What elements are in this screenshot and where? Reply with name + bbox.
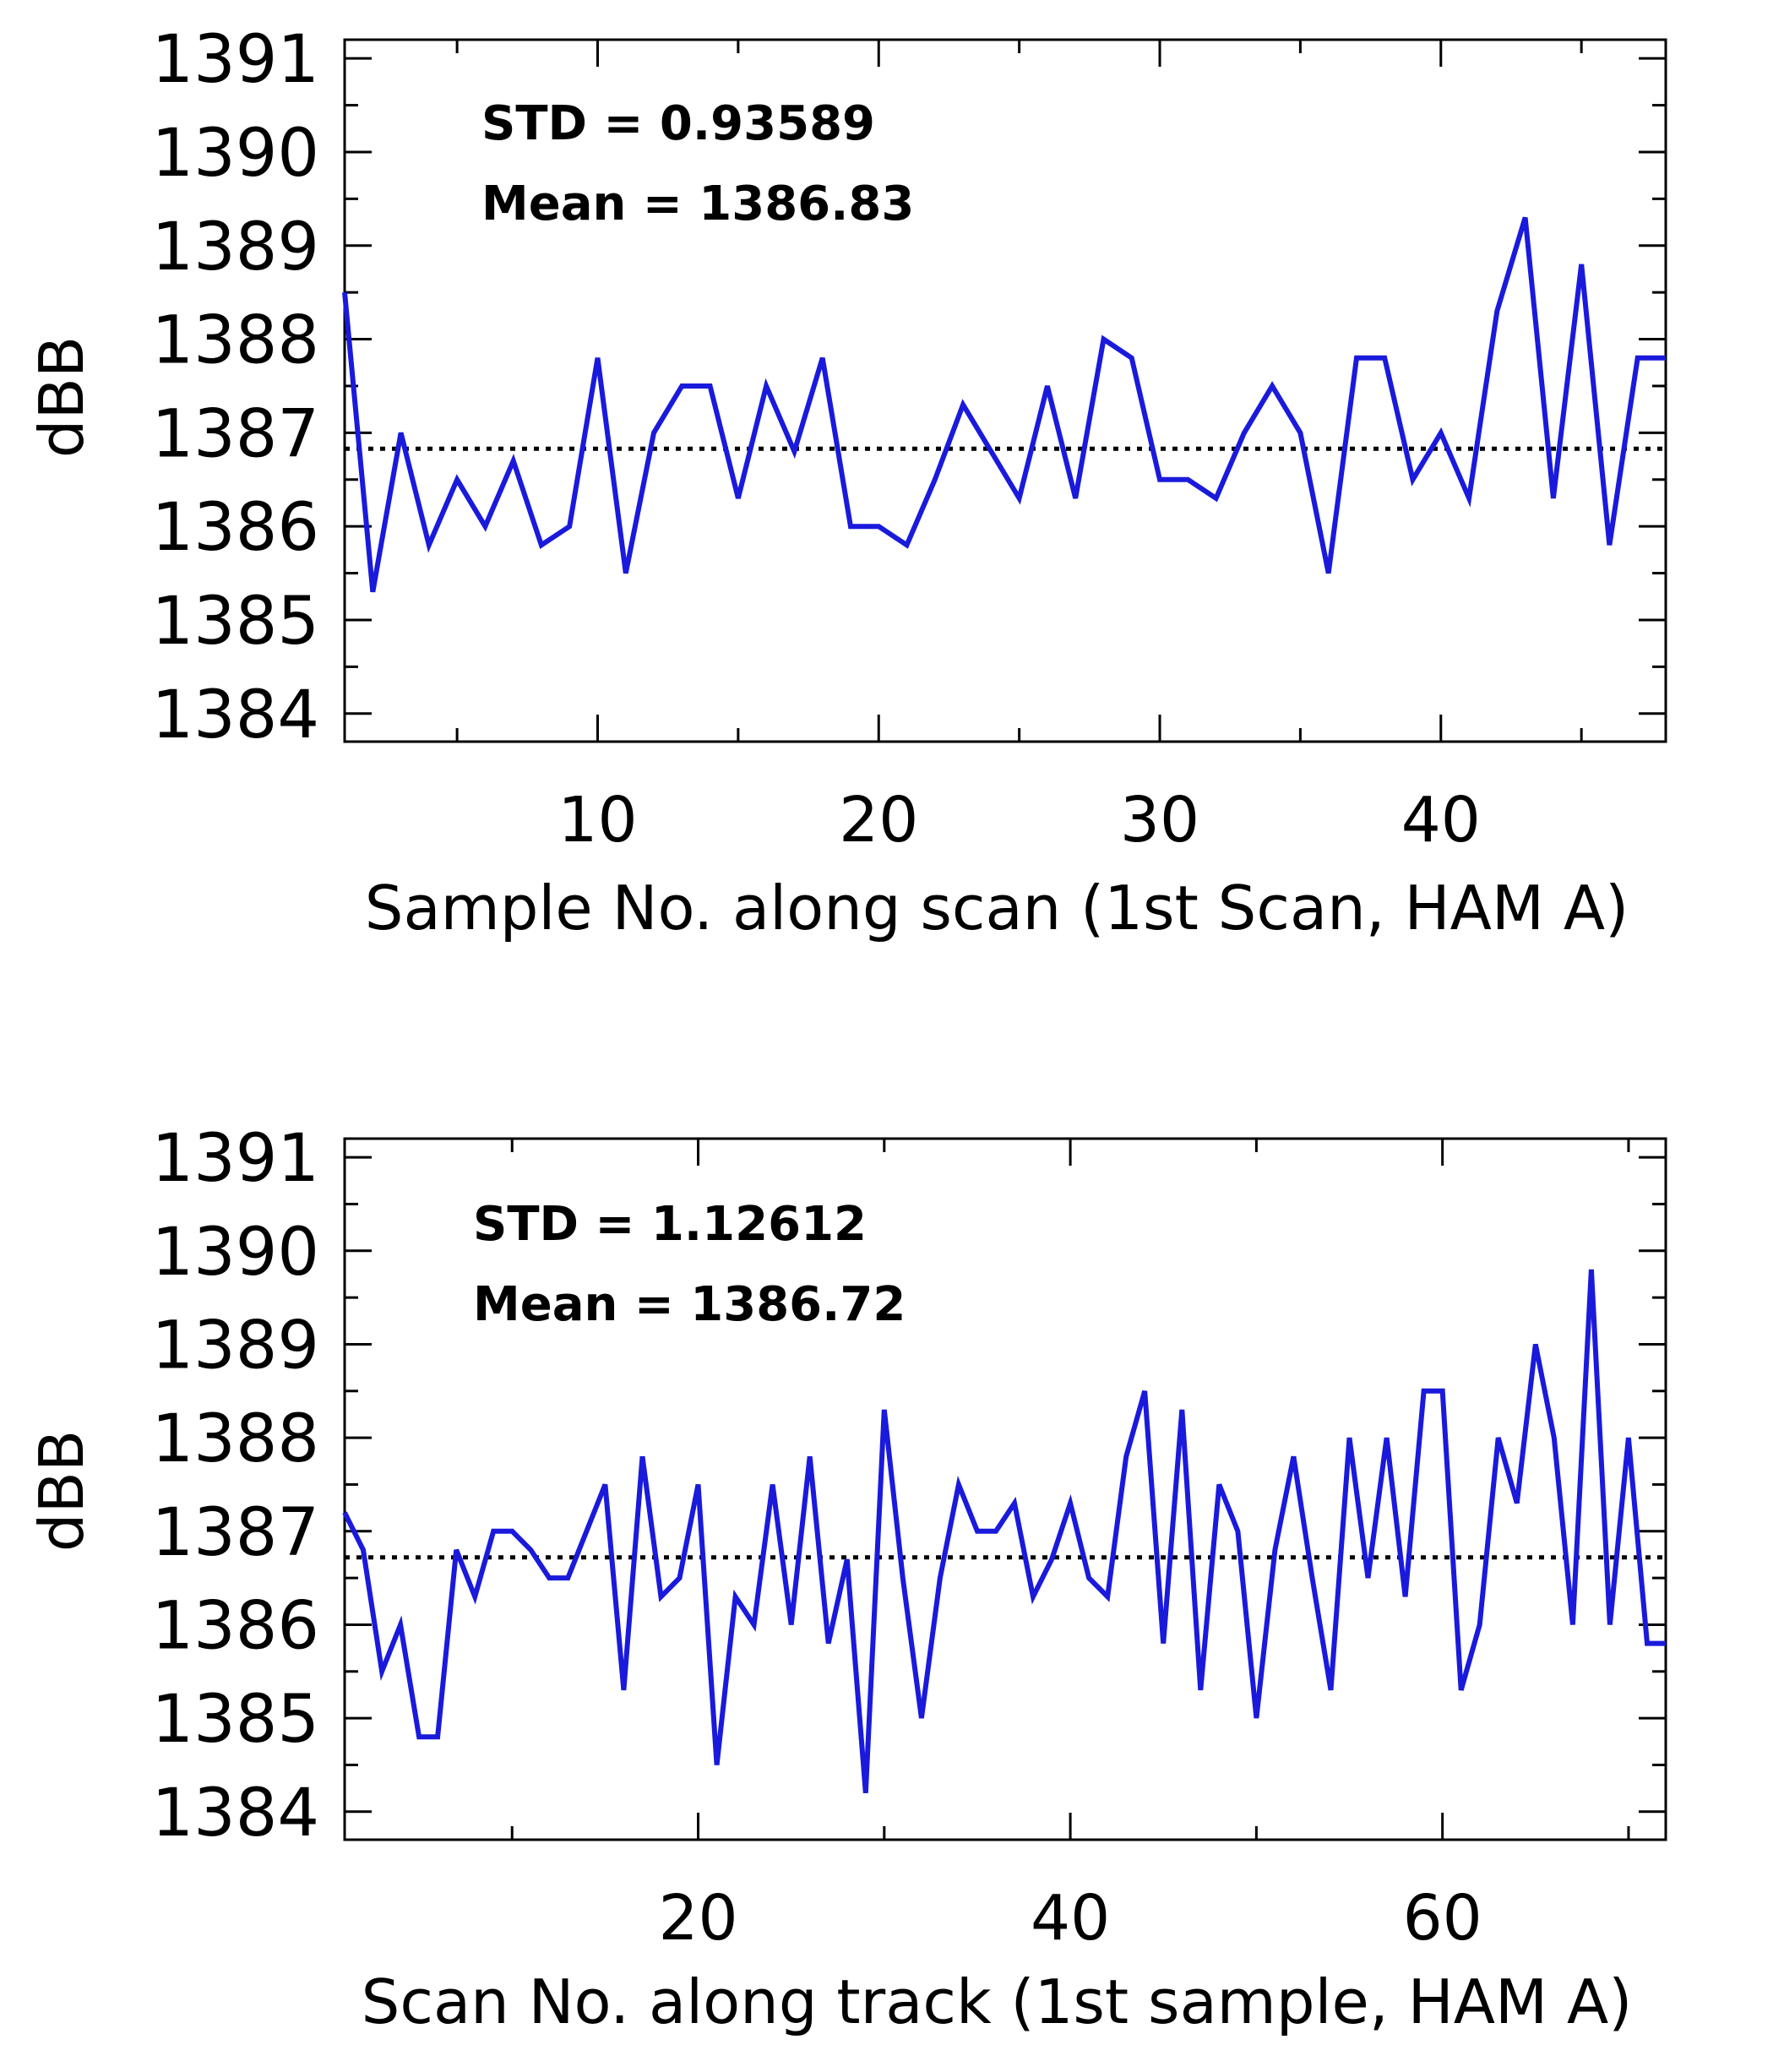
y-tick-label-bottom-3: 1387 [151, 1495, 319, 1571]
x-tick-label-bottom-0: 20 [658, 1882, 737, 1955]
y-tick-label-top-4: 1388 [151, 303, 319, 379]
chart-panel-bottom: STD = 1.12612 Mean = 1386.72 Scan No. al… [26, 1121, 1667, 2037]
x-tick-label-bottom-2: 60 [1403, 1882, 1482, 1955]
x-tick-label-top-1: 20 [839, 784, 918, 857]
annotation-mean-top: Mean = 1386.83 [481, 177, 914, 231]
y-tick-label-top-0: 1384 [151, 677, 319, 753]
x-tick-label-top-2: 30 [1120, 784, 1199, 857]
y-axis-label-bottom: dBB [26, 1430, 97, 1553]
y-tick-label-bottom-1: 1385 [151, 1682, 319, 1758]
y-tick-label-bottom-2: 1386 [151, 1588, 319, 1664]
x-tick-label-top-3: 40 [1401, 784, 1481, 857]
series-line-bottom-0 [342, 1269, 1666, 1793]
x-tick-label-bottom-1: 40 [1031, 1882, 1110, 1955]
chart-panel-top: STD = 0.93589 Mean = 1386.83 Sample No. … [26, 22, 1667, 944]
y-tick-label-top-3: 1387 [151, 396, 319, 472]
x-axis-label-top: Sample No. along scan (1st Scan, HAM A) [365, 873, 1629, 944]
x-tick-label-top-0: 10 [558, 784, 637, 857]
y-tick-label-bottom-0: 1384 [151, 1776, 319, 1852]
y-tick-label-bottom-4: 1388 [151, 1401, 319, 1477]
plot-frame-bottom [343, 1137, 1667, 1841]
y-tick-label-bottom-6: 1390 [151, 1215, 319, 1291]
series-line-top-0 [342, 216, 1666, 593]
y-tick-label-top-1: 1385 [151, 584, 319, 660]
y-tick-label-top-6: 1390 [151, 116, 319, 192]
y-tick-label-top-5: 1389 [151, 209, 319, 286]
y-tick-label-bottom-5: 1389 [151, 1308, 319, 1384]
plot-frame-top [343, 38, 1667, 743]
annotation-std-bottom: STD = 1.12612 [473, 1197, 867, 1252]
annotation-std-top: STD = 0.93589 [481, 96, 875, 151]
y-tick-label-top-2: 1386 [151, 490, 319, 566]
y-tick-label-top-7: 1391 [151, 22, 319, 98]
x-axis-label-bottom: Scan No. along track (1st sample, HAM A) [362, 1966, 1633, 2037]
y-axis-label-top: dBB [26, 336, 97, 459]
annotation-mean-bottom: Mean = 1386.72 [473, 1277, 906, 1332]
y-tick-label-bottom-7: 1391 [151, 1121, 319, 1197]
